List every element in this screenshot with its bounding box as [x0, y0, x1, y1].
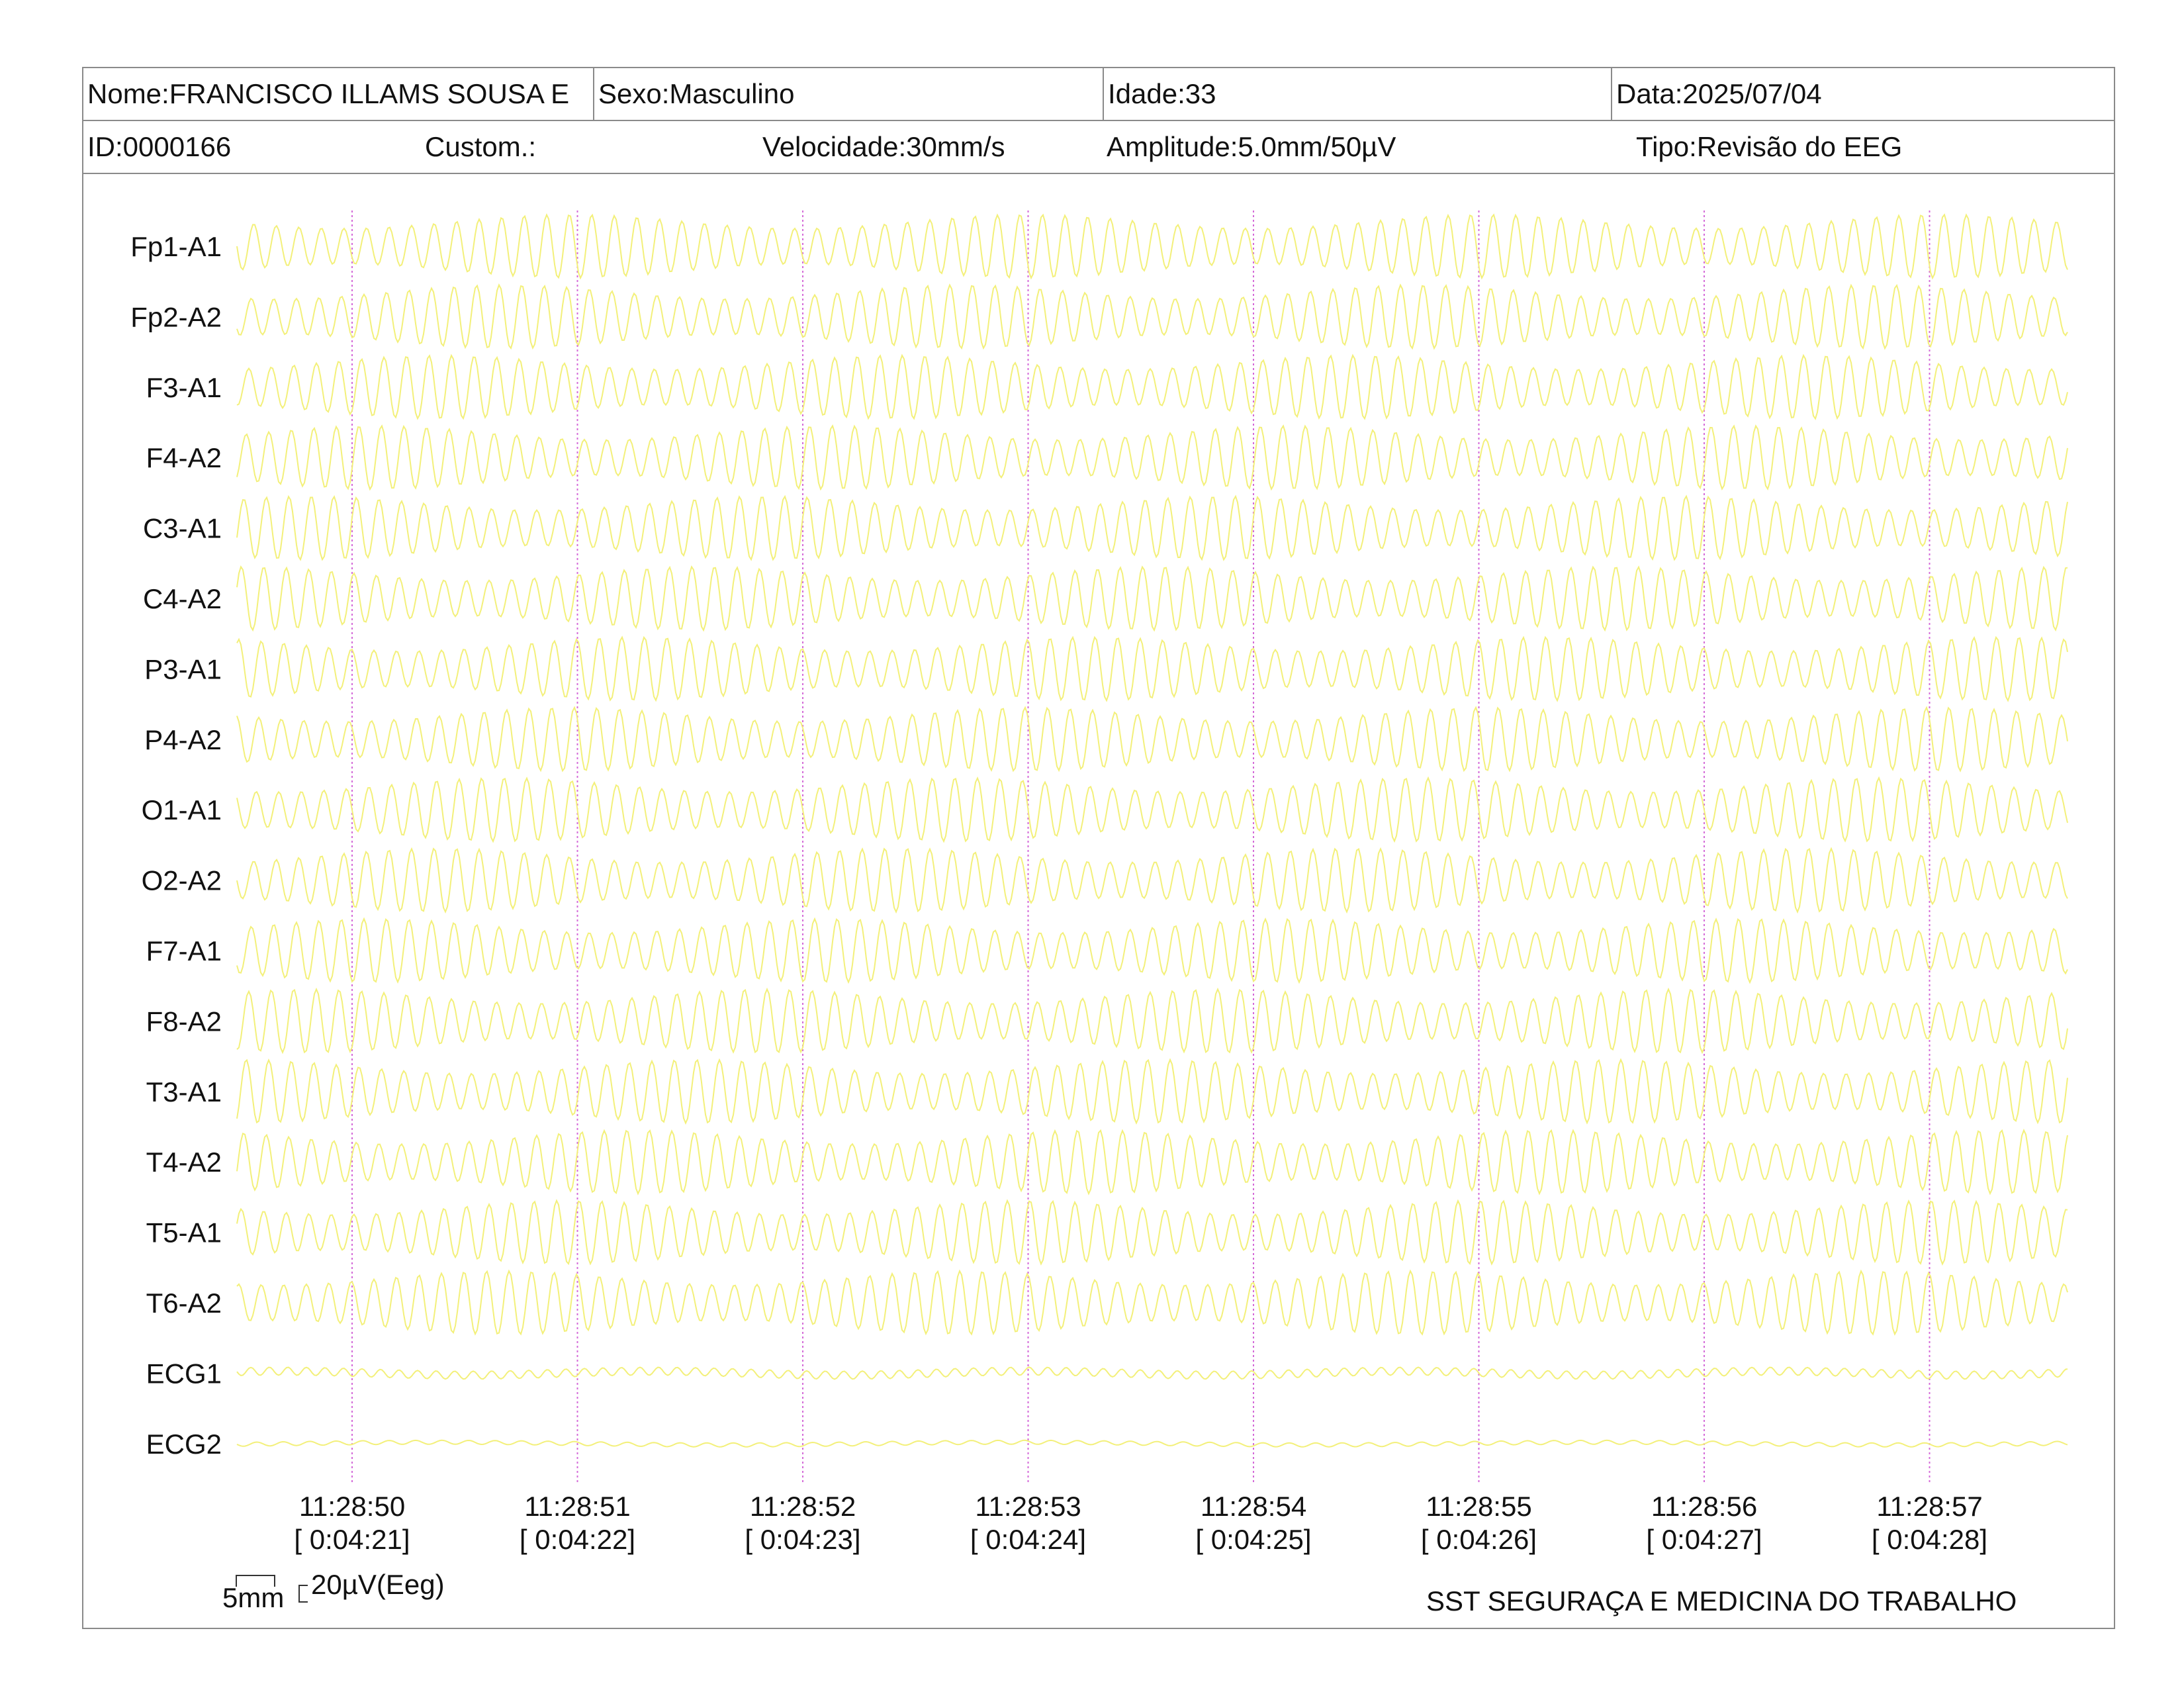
- company-name: SST SEGURAÇA E MEDICINA DO TRABALHO: [1426, 1585, 2017, 1617]
- clock-time-label: 11:28:50: [299, 1491, 405, 1522]
- channel-trace: [236, 776, 2068, 843]
- channel-label: C3-A1: [143, 513, 222, 544]
- channel-label: F8-A2: [146, 1006, 222, 1037]
- channel-trace: [236, 1366, 2068, 1380]
- channel-label: F7-A1: [146, 935, 222, 966]
- channel-trace: [236, 283, 2068, 350]
- channel-trace: [236, 494, 2068, 561]
- clock-time-label: 11:28:52: [750, 1491, 856, 1522]
- report-frame: Nome:FRANCISCO ILLAMS SOUSA E Sexo:Mascu…: [82, 67, 2115, 1629]
- channel-label: T5-A1: [146, 1217, 222, 1248]
- header-row-1: Nome:FRANCISCO ILLAMS SOUSA E Sexo:Mascu…: [83, 68, 2114, 121]
- channel-label: O1-A1: [142, 794, 222, 825]
- patient-sex: Sexo:Masculino: [593, 68, 1103, 120]
- clock-time-label: 11:28:53: [975, 1491, 1081, 1522]
- exam-type: Tipo:Revisão do EEG: [1636, 131, 1903, 162]
- channel-label: T6-A2: [146, 1288, 222, 1319]
- channel-trace: [236, 1439, 2068, 1448]
- channel-trace: [236, 424, 2068, 491]
- channel-label: Fp1-A1: [130, 231, 222, 262]
- speed-setting: Velocidade:30mm/s: [762, 131, 1005, 162]
- clock-time-label: 11:28:55: [1426, 1491, 1531, 1522]
- channel-label: ECG2: [146, 1429, 222, 1460]
- custom-field: Custom.:: [425, 131, 537, 162]
- channel-trace: [236, 565, 2068, 632]
- elapsed-time-label: [ 0:04:22]: [520, 1524, 635, 1555]
- channel-trace: [236, 1058, 2068, 1125]
- channel-trace: [236, 706, 2068, 773]
- channel-trace: [236, 917, 2068, 984]
- clock-time-label: 11:28:54: [1201, 1491, 1306, 1522]
- channel-trace: [236, 847, 2068, 914]
- elapsed-time-label: [ 0:04:23]: [745, 1524, 860, 1555]
- scale-time-label: 5mm: [222, 1582, 285, 1613]
- channel-trace: [236, 1129, 2068, 1196]
- channel-trace: [236, 1199, 2068, 1266]
- channel-label: O2-A2: [142, 865, 222, 896]
- patient-name: Nome:FRANCISCO ILLAMS SOUSA E: [87, 78, 570, 109]
- elapsed-time-label: [ 0:04:28]: [1872, 1524, 1987, 1555]
- header-row-2: ID:0000166 Custom.: Velocidade:30mm/s Am…: [83, 121, 2114, 174]
- channel-trace: [236, 987, 2068, 1055]
- channel-label: ECG1: [146, 1358, 222, 1389]
- scale-amplitude-label: 20µV(Eeg): [311, 1569, 445, 1600]
- elapsed-time-label: [ 0:04:25]: [1195, 1524, 1311, 1555]
- channel-label: F3-A1: [146, 372, 222, 403]
- channel-label: T3-A1: [146, 1076, 222, 1107]
- clock-time-label: 11:28:57: [1876, 1491, 1982, 1522]
- channel-trace: [236, 353, 2068, 420]
- elapsed-time-label: [ 0:04:26]: [1421, 1524, 1537, 1555]
- channel-label: T4-A2: [146, 1147, 222, 1178]
- patient-age: Idade:33: [1103, 68, 1611, 120]
- elapsed-time-label: [ 0:04:24]: [970, 1524, 1086, 1555]
- channel-label: P4-A2: [144, 724, 222, 755]
- clock-time-label: 11:28:51: [524, 1491, 630, 1522]
- amplitude-setting: Amplitude:5.0mm/50µV: [1107, 131, 1396, 162]
- channel-label: C4-A2: [143, 583, 222, 614]
- channel-trace: [236, 635, 2068, 702]
- clock-time-label: 11:28:56: [1651, 1491, 1757, 1522]
- channel-label: F4-A2: [146, 442, 222, 473]
- exam-date: Data:2025/07/04: [1611, 68, 2114, 120]
- patient-id: ID:0000166: [87, 131, 232, 162]
- channel-trace: [236, 1269, 2068, 1336]
- elapsed-time-label: [ 0:04:27]: [1646, 1524, 1762, 1555]
- channel-trace: [236, 213, 2068, 280]
- elapsed-time-label: [ 0:04:21]: [294, 1524, 410, 1555]
- calibration-bar: [236, 1575, 308, 1603]
- channel-label: Fp2-A2: [130, 301, 222, 332]
- channel-label: P3-A1: [144, 653, 222, 684]
